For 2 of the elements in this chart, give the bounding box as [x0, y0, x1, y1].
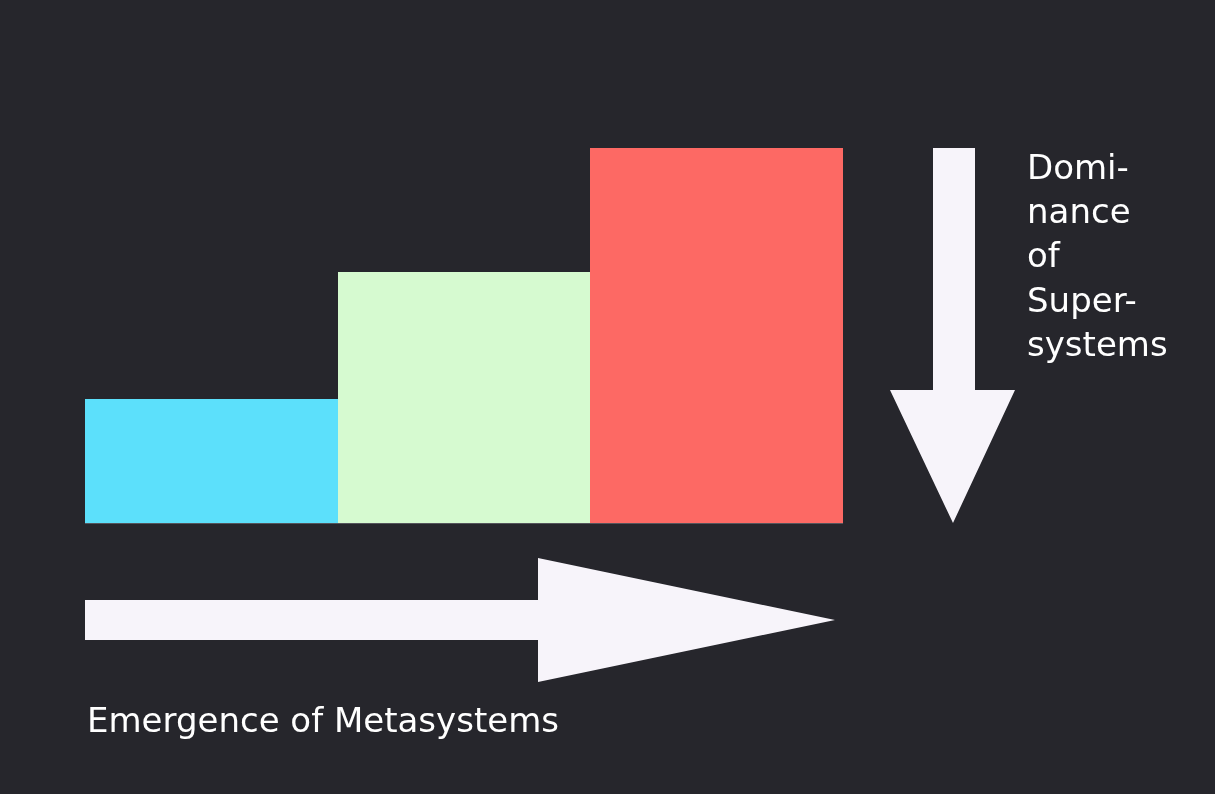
- text: Emergence of Metasystems: [87, 700, 559, 740]
- text: Domi- nance of Super- systems: [1027, 147, 1168, 364]
